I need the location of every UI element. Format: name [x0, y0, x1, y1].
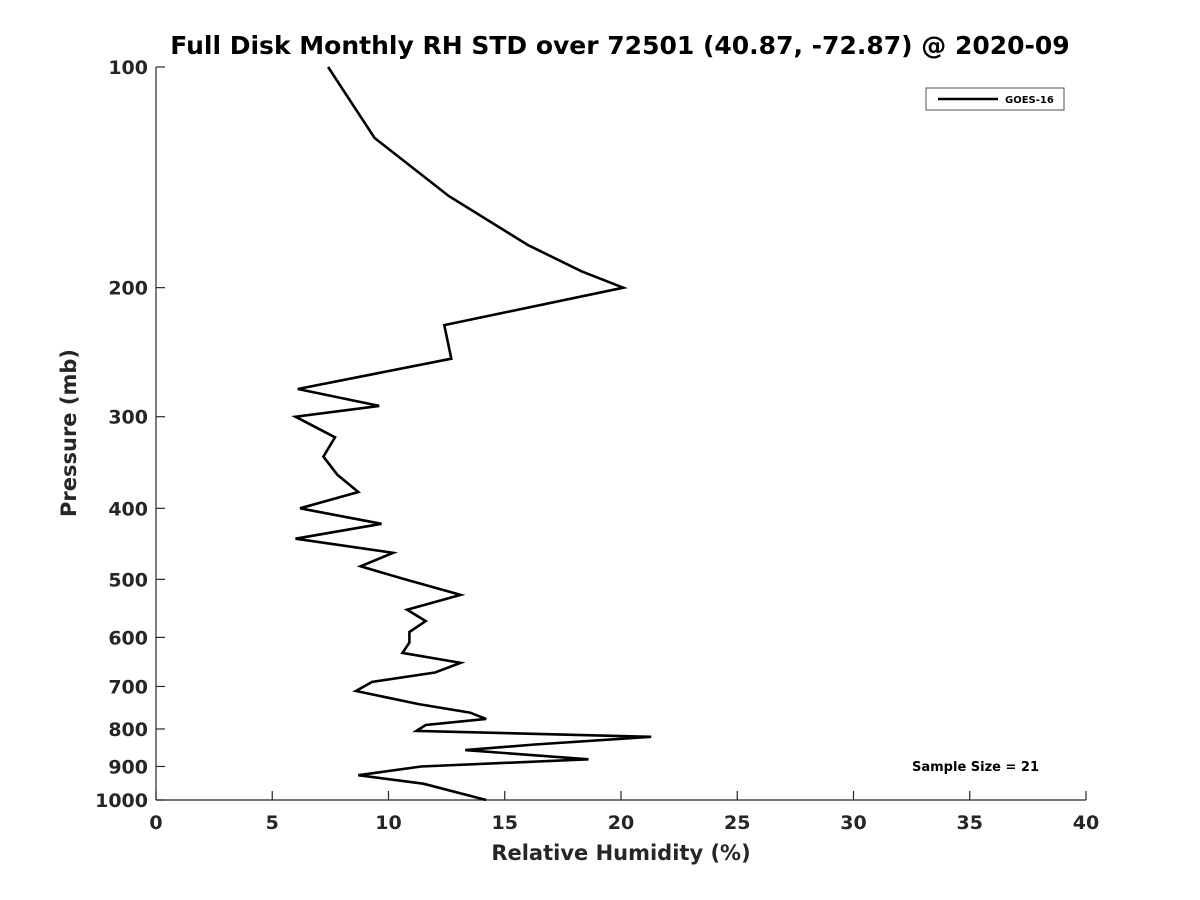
series-layer	[291, 66, 652, 802]
y-tick-label: 400	[108, 498, 148, 520]
chart-title: Full Disk Monthly RH STD over 72501 (40.…	[170, 31, 1069, 60]
x-tick-label: 30	[840, 812, 866, 834]
x-ticks: 0 5 10 15 20 25 30 35 40	[149, 791, 1099, 834]
series-line	[291, 66, 652, 802]
y-ticks: 100 200 300 400 500 600 700 800 900 1000	[95, 57, 165, 812]
legend: GOES-16	[925, 87, 1065, 111]
y-tick-label: 500	[108, 569, 148, 591]
y-tick-label: 600	[108, 627, 148, 649]
x-tick-label: 15	[492, 812, 518, 834]
x-tick-label: 0	[149, 812, 162, 834]
plot-area	[155, 67, 1086, 801]
y-tick-label: 300	[108, 407, 148, 429]
y-tick-label: 900	[108, 756, 148, 778]
y-axis-label: Pressure (mb)	[57, 349, 81, 517]
x-tick-label: 25	[724, 812, 750, 834]
x-tick-label: 40	[1073, 812, 1099, 834]
y-tick-label: 1000	[95, 790, 148, 812]
x-tick-label: 10	[375, 812, 401, 834]
y-tick-label: 200	[108, 278, 148, 300]
sample-size-annotation: Sample Size = 21	[912, 760, 1039, 775]
x-tick-label: 20	[608, 812, 634, 834]
x-tick-label: 5	[266, 812, 279, 834]
legend-label: GOES-16	[1005, 95, 1054, 106]
x-axis-label: Relative Humidity (%)	[491, 841, 750, 865]
y-tick-label: 100	[108, 57, 148, 79]
y-tick-label: 800	[108, 719, 148, 741]
x-tick-label: 35	[957, 812, 983, 834]
y-tick-label: 700	[108, 676, 148, 698]
